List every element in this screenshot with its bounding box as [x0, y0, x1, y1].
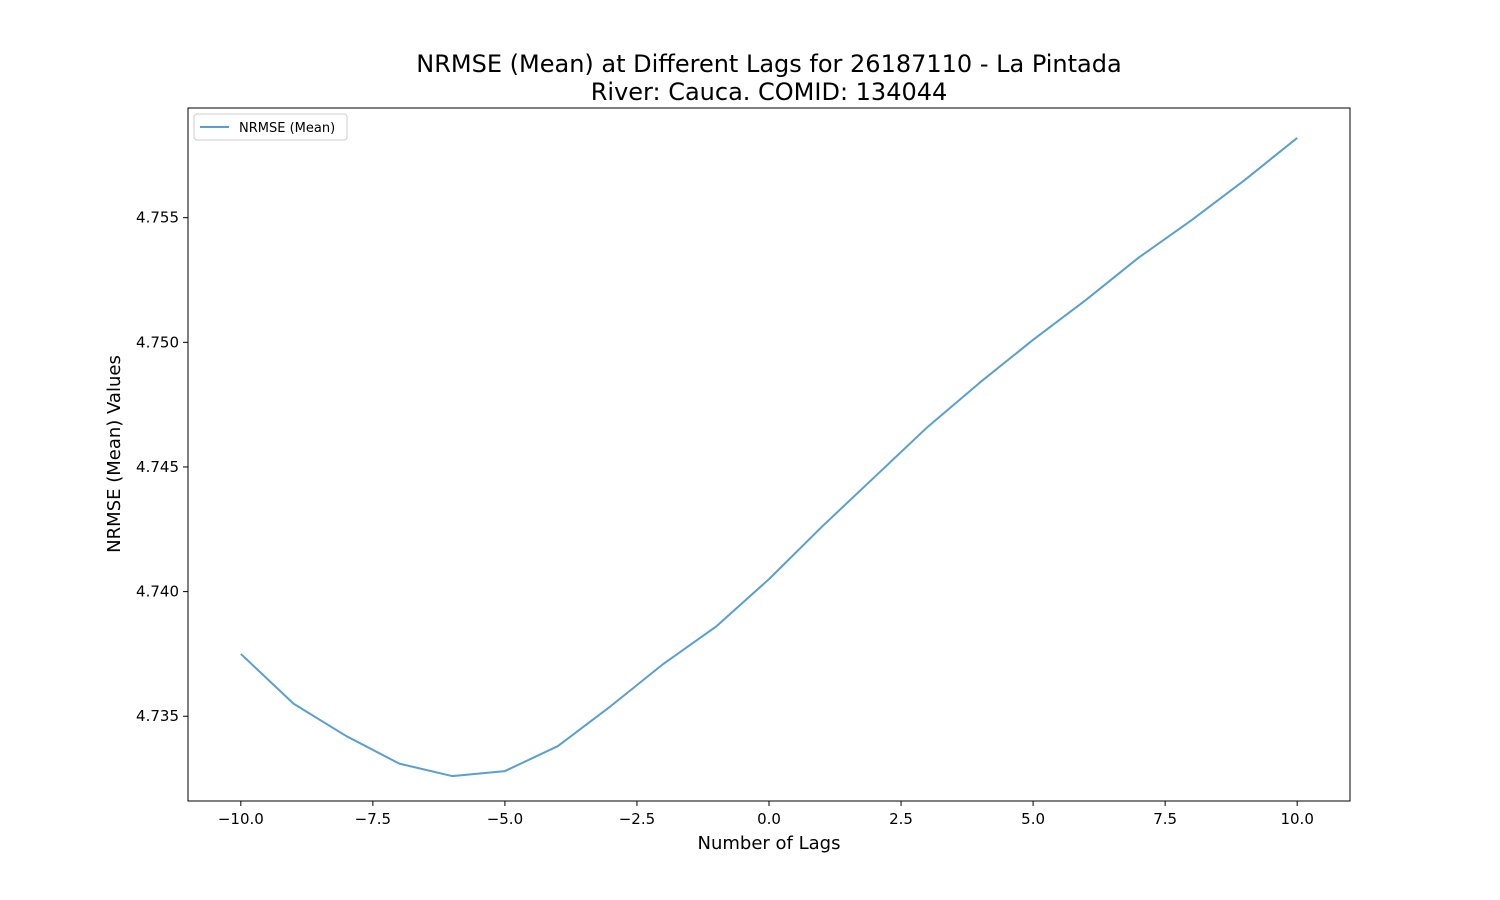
x-tick-label: 5.0: [1021, 810, 1045, 828]
x-tick-label: −7.5: [355, 810, 391, 828]
x-tick-label: 7.5: [1153, 810, 1177, 828]
plot-area: [188, 108, 1350, 801]
x-tick-label: 0.0: [757, 810, 781, 828]
x-tick-label: −5.0: [487, 810, 523, 828]
chart-title-line1: NRMSE (Mean) at Different Lags for 26187…: [416, 50, 1121, 78]
y-tick-label: 4.735: [136, 707, 179, 725]
x-tick-label: 10.0: [1280, 810, 1313, 828]
y-tick-label: 4.745: [136, 458, 179, 476]
legend-label: NRMSE (Mean): [239, 121, 335, 136]
plot-frame: [187, 107, 1351, 802]
x-tick-label: −10.0: [218, 810, 264, 828]
legend: NRMSE (Mean): [193, 113, 348, 141]
series-line-nrmse-mean: [240, 137, 1298, 778]
y-axis-label: NRMSE (Mean) Values: [104, 355, 125, 553]
x-axis-ticks: −10.0 −7.5 −5.0 −2.5 0.0 2.5 5.0 7.5 10.0: [218, 801, 1314, 828]
chart-title-line2: River: Cauca. COMID: 134044: [591, 78, 948, 106]
x-axis-label: Number of Lags: [698, 833, 841, 854]
y-tick-label: 4.740: [136, 583, 179, 601]
y-tick-label: 4.755: [136, 209, 179, 227]
x-tick-label: −2.5: [619, 810, 655, 828]
y-tick-label: 4.750: [136, 333, 179, 351]
x-tick-label: 2.5: [889, 810, 913, 828]
series-layer: [240, 137, 1298, 778]
legend-box: [193, 113, 348, 141]
y-axis-ticks: 4.735 4.740 4.745 4.750 4.755: [136, 209, 188, 725]
